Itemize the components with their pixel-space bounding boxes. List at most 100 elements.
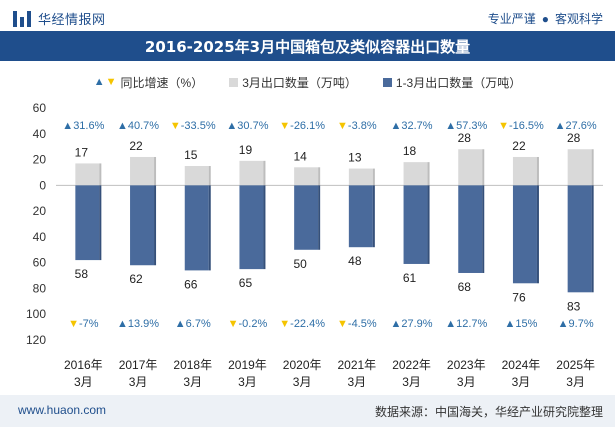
bar-march-value: 22 — [129, 139, 143, 153]
legend-cumulative-label: 1-3月出口数量（万吨） — [395, 75, 522, 90]
growth-cumulative-label: ▲13.9% — [117, 318, 159, 330]
y-tick-label: 60 — [33, 101, 47, 115]
bar-cumulative-shade — [208, 185, 211, 271]
x-tick-label-month: 3月 — [457, 375, 476, 389]
x-tick-label-month: 3月 — [74, 375, 93, 389]
bar-cumulative-value: 50 — [293, 257, 307, 271]
bar-march-value: 28 — [458, 131, 472, 145]
bar-march-shade — [208, 166, 211, 186]
bar-march-shade — [99, 163, 102, 186]
y-tick-label: 60 — [33, 256, 47, 270]
legend-growth-label: 同比增速（%） — [120, 75, 204, 90]
footer: www.huaon.com 数据来源：中国海关，华经产业研究院整理 — [0, 395, 615, 427]
bar-cumulative-shade — [372, 185, 375, 248]
legend-cumulative-swatch — [382, 77, 392, 87]
bar-cumulative-shade — [154, 185, 157, 266]
bar-march — [348, 168, 373, 186]
bar-march — [294, 167, 319, 186]
brand: 华经情报网 — [13, 9, 106, 28]
bar-march-value: 13 — [348, 151, 362, 165]
bar-cumulative — [403, 185, 428, 264]
x-tick-label: 2021年 — [337, 358, 376, 372]
legend-march-swatch — [229, 77, 239, 87]
growth-cumulative-label: ▲12.7% — [445, 318, 487, 330]
x-tick-label: 2016年 — [64, 358, 103, 372]
bar-march-value: 28 — [567, 131, 581, 145]
x-tick-label-month: 3月 — [348, 375, 367, 389]
bar-cumulative-shade — [99, 185, 102, 261]
bar-march-shade — [536, 156, 539, 186]
bar-cumulative-value: 68 — [458, 280, 472, 294]
chart-legend: ▲ ▼ 同比增速（%） 3月出口数量（万吨） 1-3月出口数量（万吨） — [0, 72, 615, 92]
growth-cumulative-label: ▲6.7% — [175, 318, 211, 330]
bar-march-shade — [427, 162, 430, 186]
y-tick-label: 80 — [33, 281, 47, 295]
bar-march-value: 22 — [512, 139, 526, 153]
bar-march — [75, 163, 100, 186]
bar-cumulative-shade — [591, 185, 594, 293]
bar-march — [403, 162, 428, 186]
x-tick-label: 2022年 — [392, 358, 431, 372]
bar-march — [458, 149, 483, 186]
bar-cumulative-shade — [482, 185, 485, 273]
bar-cumulative-shade — [318, 185, 321, 250]
x-tick-label: 2017年 — [119, 358, 158, 372]
tagline-dot-icon: ● — [541, 12, 549, 26]
x-tick-label: 2018年 — [173, 358, 212, 372]
growth-march-label: ▲57.3% — [445, 120, 487, 132]
bar-march-value: 19 — [239, 143, 253, 157]
growth-cumulative-label: ▼-4.5% — [337, 318, 377, 330]
bar-march-value: 17 — [75, 145, 89, 159]
bar-march — [512, 156, 537, 186]
x-tick-label-month: 3月 — [512, 375, 531, 389]
growth-march-label: ▲40.7% — [117, 120, 159, 132]
brand-logo-icon — [13, 10, 31, 27]
bar-march-shade — [318, 167, 321, 186]
bar-cumulative-value: 61 — [403, 271, 417, 285]
bar-cumulative — [512, 185, 537, 284]
bar-cumulative-value: 48 — [348, 254, 362, 268]
bar-cumulative-shade — [263, 185, 266, 270]
growth-march-label: ▲31.6% — [62, 120, 104, 132]
bar-march-shade — [372, 168, 375, 186]
bar-cumulative — [458, 185, 483, 273]
footer-source: 数据来源：中国海关，华经产业研究院整理 — [374, 405, 603, 419]
bar-march-value: 18 — [403, 144, 417, 158]
growth-march-label: ▲27.6% — [555, 120, 597, 132]
growth-march-label: ▼-16.5% — [498, 120, 544, 132]
tagline-left: 专业严谨 — [487, 12, 536, 26]
bar-march-shade — [154, 156, 157, 186]
triangle-up-icon: ▲ — [93, 76, 105, 88]
y-tick-label: 40 — [33, 127, 47, 141]
y-tick-label: 20 — [33, 204, 47, 218]
footer-url[interactable]: www.huaon.com — [18, 403, 107, 417]
y-tick-label: 100 — [26, 307, 46, 321]
growth-cumulative-label: ▼-22.4% — [279, 318, 325, 330]
growth-cumulative-label: ▼-7% — [68, 318, 99, 330]
y-tick-label: 0 — [39, 178, 46, 192]
x-tick-label-month: 3月 — [402, 375, 421, 389]
y-tick-label: 20 — [33, 153, 47, 167]
bar-cumulative — [294, 185, 319, 250]
bar-cumulative — [567, 185, 592, 293]
legend-march: 3月出口数量（万吨） — [229, 72, 357, 92]
chart-title: 2016-2025年3月中国箱包及类似容器出口数量 — [144, 38, 471, 56]
growth-march-label: ▼-26.1% — [279, 120, 325, 132]
x-tick-label-month: 3月 — [293, 375, 312, 389]
growth-march-label: ▲32.7% — [391, 120, 433, 132]
x-tick-label: 2023年 — [447, 358, 486, 372]
y-tick-label: 40 — [33, 230, 47, 244]
title-bar — [0, 31, 615, 61]
growth-march-label: ▲30.7% — [226, 120, 268, 132]
bar-cumulative-value: 83 — [567, 299, 581, 313]
bar-march-value: 14 — [293, 149, 307, 163]
growth-cumulative-label: ▲27.9% — [391, 318, 433, 330]
bar-march — [239, 160, 264, 186]
y-tick-label: 120 — [26, 333, 46, 347]
growth-march-label: ▼-3.8% — [337, 120, 377, 132]
bar-cumulative — [239, 185, 264, 270]
bar-cumulative-shade — [536, 185, 539, 284]
bar-cumulative-value: 62 — [129, 272, 143, 286]
x-tick-label: 2024年 — [502, 358, 541, 372]
triangle-down-icon: ▼ — [105, 76, 117, 88]
